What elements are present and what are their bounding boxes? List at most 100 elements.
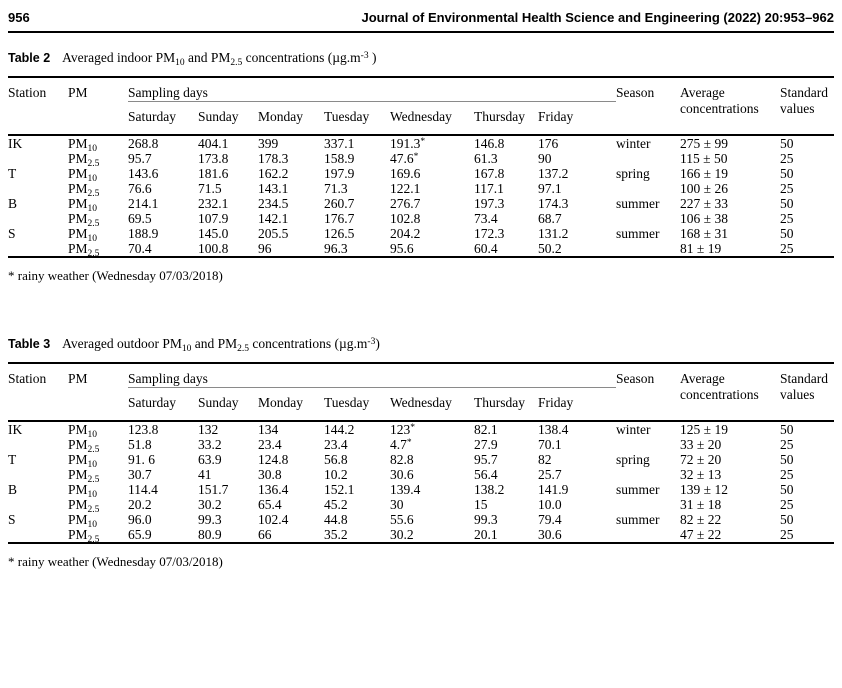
col-header-standard-values: Standard values <box>780 371 829 402</box>
day-header-friday: Friday <box>538 395 574 410</box>
value-cell: 404.1 <box>198 136 229 151</box>
season-cell <box>616 497 680 512</box>
standard-cell: 50 <box>780 226 794 241</box>
value-cell: 66 <box>258 527 272 542</box>
value-cell: 23.4 <box>324 437 348 452</box>
season-cell: summer <box>616 226 660 241</box>
table-row: S PM10 188.9 145.0 205.5 126.5 204.2 172.3 131.2… <box>8 226 834 244</box>
value-cell: 260.7 <box>324 196 355 211</box>
table-3-section: Table 3 Averaged outdoor PM10 and PM2.5 c… <box>8 336 835 570</box>
value-cell: 82 <box>538 452 552 467</box>
pm-cell: PM10 <box>68 422 98 440</box>
value-cell: 60.4 <box>474 241 498 256</box>
standard-cell: 50 <box>780 166 794 181</box>
pm-cell: PM2.5 <box>68 437 100 455</box>
season-cell <box>616 181 680 196</box>
col-header-sampling-days: Sampling days <box>128 363 617 388</box>
value-cell: 181.6 <box>198 166 229 181</box>
value-cell: 97.1 <box>538 181 562 196</box>
value-cell: 337.1 <box>324 136 355 151</box>
value-cell: 30.2 <box>390 527 414 542</box>
col-header-average-concentrations: Average concentrations <box>680 371 759 402</box>
value-cell: 50.2 <box>538 241 562 256</box>
value-cell: 107.9 <box>198 211 229 226</box>
value-cell: 232.1 <box>198 196 229 211</box>
col-header-average-concentrations: Average concentrations <box>680 85 759 116</box>
header-row-1: Station PM Sampling days Season Average … <box>8 77 834 116</box>
col-header-sampling-days: Sampling days <box>128 77 617 102</box>
value-cell: 100.8 <box>198 241 229 256</box>
value-cell: 151.7 <box>198 482 229 497</box>
value-cell: 139.4 <box>390 482 421 497</box>
table-row: PM2.5 69.5 107.9 142.1 176.7 102.8 73.4 68.7 106… <box>8 211 834 229</box>
data-table: Station PM Sampling days Season Average … <box>8 76 835 259</box>
value-cell: 65.4 <box>258 497 282 512</box>
table-row: PM2.5 30.7 41 30.8 10.2 30.6 56.4 25.7 32 ± 13 25 <box>8 467 834 485</box>
value-cell: 136.4 <box>258 482 289 497</box>
day-header-thursday: Thursday <box>474 109 525 124</box>
station-cell: IK <box>8 422 23 437</box>
col-header-season: Season <box>616 85 655 100</box>
value-cell: 205.5 <box>258 226 289 241</box>
value-cell: 79.4 <box>538 512 562 527</box>
value-cell: 123.8 <box>128 422 159 437</box>
day-header-monday: Monday <box>258 109 303 124</box>
standard-cell: 50 <box>780 512 794 527</box>
table-body: IK PM10 123.8 132 134 144.2 123* 82.1 138.4 winte… <box>8 421 835 545</box>
standard-cell: 25 <box>780 241 794 256</box>
value-cell: 173.8 <box>198 151 229 166</box>
pm-cell: PM10 <box>68 452 98 470</box>
average-cell: 275 ± 99 <box>680 136 728 151</box>
value-cell: 102.8 <box>390 211 421 226</box>
average-cell: 47 ± 22 <box>680 527 722 542</box>
value-cell: 82.8 <box>390 452 414 467</box>
value-cell: 10.0 <box>538 497 562 512</box>
table-row: B PM10 214.1 232.1 234.5 260.7 276.7 197.3 174.3… <box>8 196 834 214</box>
table-row: IK PM10 123.8 132 134 144.2 123* 82.1 138.4 winte… <box>8 421 834 440</box>
table-caption: Table 2 Averaged indoor PM10 and PM2.5 co… <box>8 50 834 68</box>
page-number: 956 <box>8 10 30 25</box>
value-cell: 204.2 <box>390 226 421 241</box>
average-cell: 32 ± 13 <box>680 467 722 482</box>
station-cell <box>8 437 68 452</box>
value-cell: 176 <box>538 136 559 151</box>
value-cell: 144.2 <box>324 422 355 437</box>
value-cell: 44.8 <box>324 512 348 527</box>
average-cell: 125 ± 19 <box>680 422 728 437</box>
pm-cell: PM2.5 <box>68 467 100 485</box>
table-caption: Table 3 Averaged outdoor PM10 and PM2.5 c… <box>8 336 834 354</box>
value-cell: 73.4 <box>474 211 498 226</box>
value-cell: 61.3 <box>474 151 498 166</box>
journal-title: Journal of Environmental Health Science … <box>361 10 835 25</box>
pm-cell: PM10 <box>68 482 98 500</box>
value-cell: 152.1 <box>324 482 355 497</box>
station-cell: T <box>8 452 17 467</box>
table-head: Station PM Sampling days Season Average … <box>8 363 835 421</box>
station-cell <box>8 181 68 196</box>
season-cell: winter <box>616 136 651 151</box>
table-row: B PM10 114.4 151.7 136.4 152.1 139.4 138.2 141.9… <box>8 482 834 500</box>
average-cell: 139 ± 12 <box>680 482 728 497</box>
table-row: PM2.5 20.2 30.2 65.4 45.2 30 15 10.0 31 ± 18 25 <box>8 497 834 515</box>
col-header-station: Station <box>8 371 47 386</box>
day-header-thursday: Thursday <box>474 395 525 410</box>
day-header-tuesday: Tuesday <box>324 395 370 410</box>
value-cell: 142.1 <box>258 211 289 226</box>
station-cell: T <box>8 166 17 181</box>
value-cell: 90 <box>538 151 552 166</box>
value-cell: 126.5 <box>324 226 355 241</box>
value-cell: 95.6 <box>390 241 414 256</box>
value-cell: 45.2 <box>324 497 348 512</box>
value-cell: 55.6 <box>390 512 414 527</box>
table-body: IK PM10 268.8 404.1 399 337.1 191.3* 146.8 176 wi… <box>8 135 835 259</box>
value-cell: 91. 6 <box>128 452 155 467</box>
table-row: T PM10 143.6 181.6 162.2 197.9 169.6 167.8 137.2… <box>8 166 834 184</box>
table-footnote: * rainy weather (Wednesday 07/03/2018) <box>8 268 223 283</box>
value-cell: 114.4 <box>128 482 158 497</box>
day-header-tuesday: Tuesday <box>324 109 370 124</box>
standard-cell: 25 <box>780 211 794 226</box>
col-header-station: Station <box>8 85 47 100</box>
value-cell: 96.3 <box>324 241 348 256</box>
value-cell: 70.1 <box>538 437 562 452</box>
